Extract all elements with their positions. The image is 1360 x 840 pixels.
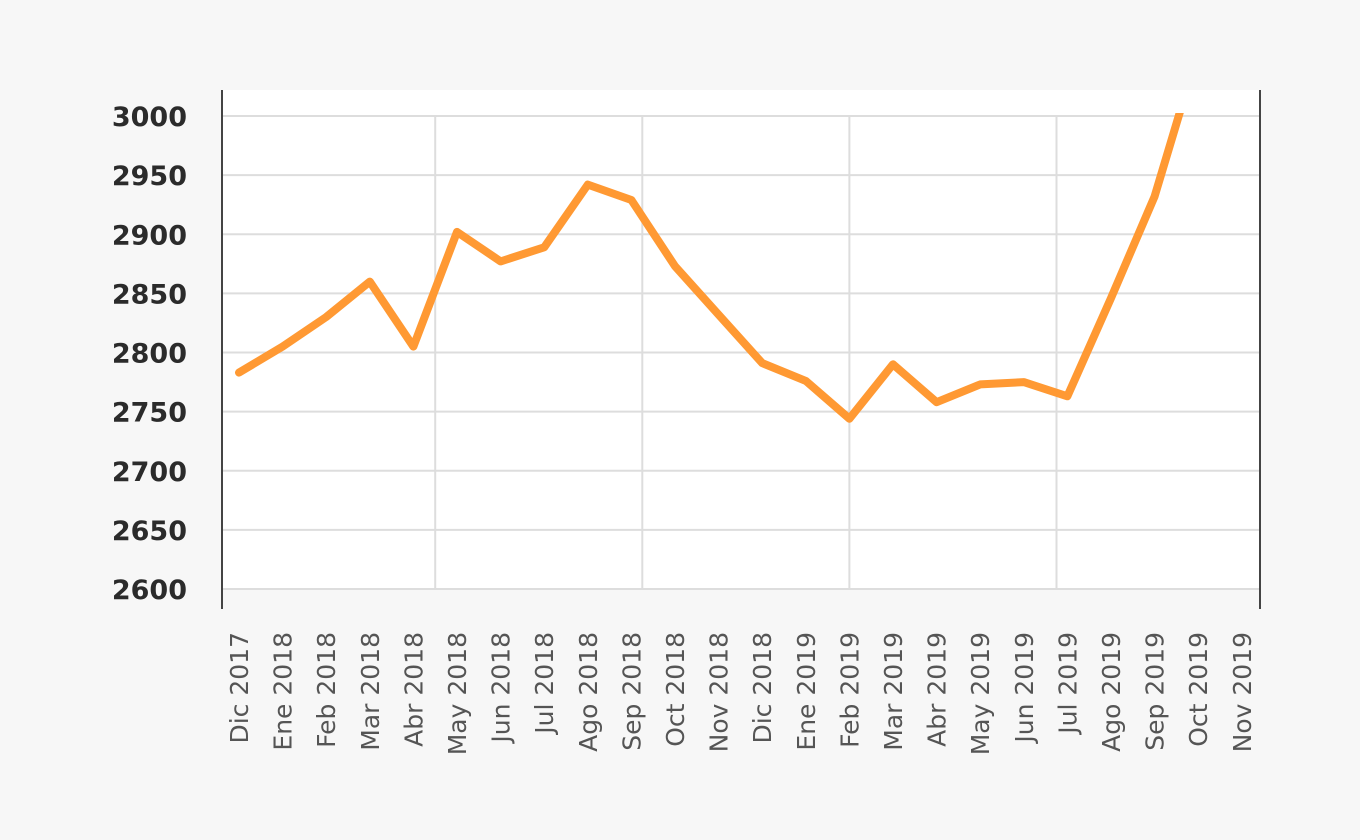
y-tick-label-2850: 2850 xyxy=(112,279,187,310)
grid-lines xyxy=(222,115,1260,590)
x-tick-label: Jun 2018 xyxy=(487,632,516,745)
x-tick-label: Abr 2019 xyxy=(923,632,952,747)
x-tick-label: May 2019 xyxy=(966,632,995,755)
x-tick-label: Nov 2019 xyxy=(1228,632,1257,752)
y-axis-tick-labels: 3000 2950 2900 2850 2800 2750 2700 2650 2600 xyxy=(112,102,187,606)
x-tick-label: Oct 2019 xyxy=(1184,632,1213,747)
x-tick-label: Sep 2018 xyxy=(617,632,646,751)
y-tick-label-2600: 2600 xyxy=(112,575,187,606)
x-tick-label: Abr 2018 xyxy=(399,632,428,747)
x-tick-label: May 2018 xyxy=(443,632,472,755)
x-tick-label: Ene 2019 xyxy=(792,632,821,751)
x-tick-label: Mar 2018 xyxy=(356,632,385,751)
y-tick-label-3000: 3000 xyxy=(112,102,187,133)
y-tick-label-2900: 2900 xyxy=(112,220,187,251)
x-tick-label: Sep 2019 xyxy=(1141,632,1170,751)
x-tick-label: Jul 2018 xyxy=(530,632,559,736)
x-tick-label: Oct 2018 xyxy=(661,632,690,747)
y-tick-label-2700: 2700 xyxy=(112,457,187,488)
x-tick-label: Jul 2019 xyxy=(1053,632,1082,736)
x-tick-label: Feb 2018 xyxy=(312,632,341,748)
x-tick-label: Mar 2019 xyxy=(879,632,908,751)
series xyxy=(235,113,1184,423)
axes xyxy=(221,90,1261,609)
y-tick-label-2800: 2800 xyxy=(112,339,187,370)
x-tick-label: Feb 2019 xyxy=(835,632,864,748)
y-tick-label-2750: 2750 xyxy=(112,398,187,429)
x-tick-label: Jun 2019 xyxy=(1010,632,1039,745)
x-tick-label: Ago 2018 xyxy=(574,632,603,752)
x-tick-label: Ago 2019 xyxy=(1097,632,1126,752)
x-tick-label: Nov 2018 xyxy=(705,632,734,752)
x-tick-label: Dic 2018 xyxy=(748,632,777,744)
x-axis-tick-labels: Dic 2017 Ene 2018 Feb 2018 Mar 2018 Abr 2018… xyxy=(225,632,1257,755)
x-tick-label: Ene 2018 xyxy=(269,632,298,751)
y-tick-label-2950: 2950 xyxy=(112,161,187,192)
x-tick-label: Dic 2017 xyxy=(225,632,254,744)
y-tick-label-2650: 2650 xyxy=(112,516,187,547)
